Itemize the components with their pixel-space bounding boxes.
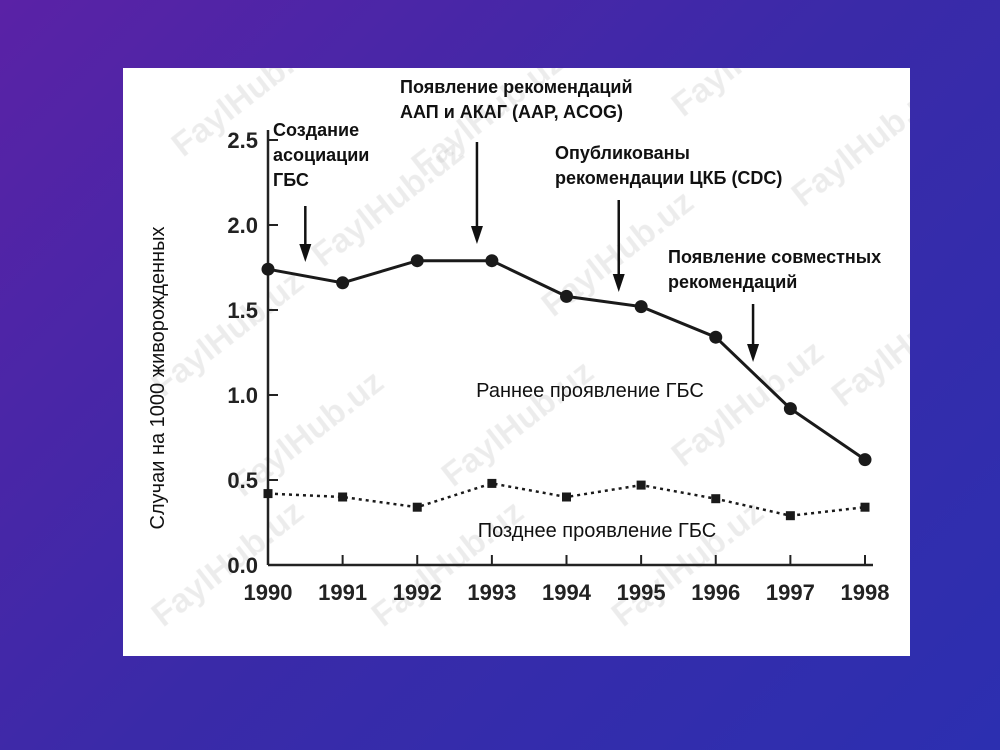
watermark-text: FaylHub.uz: [365, 493, 531, 635]
annotation-arrow-head: [471, 226, 483, 244]
data-point-late: [264, 489, 273, 498]
y-tick-label: 2.5: [227, 128, 258, 153]
watermark-text: FaylHub.uz: [665, 333, 831, 475]
data-point-late: [861, 503, 870, 512]
watermark-text: FaylHub.uz: [825, 273, 910, 415]
y-tick-label: 0.0: [227, 553, 258, 578]
annotation-text: Появление совместных: [668, 247, 881, 267]
series-label-late: Позднее проявление ГБС: [478, 520, 716, 542]
x-tick-label: 1991: [318, 580, 367, 605]
watermark-text: FaylHub.uz: [605, 493, 771, 635]
watermark-text: FaylHub.uz: [435, 353, 601, 495]
data-point-early: [560, 290, 573, 303]
watermark-text: FaylHub.uz: [665, 68, 831, 124]
annotation-text: асоциации: [273, 145, 369, 165]
annotation-arrow-head: [747, 344, 759, 362]
annotation-text: рекомендации ЦКБ (CDC): [555, 168, 782, 188]
annotation-text: ААП и АКАГ (AAP, ACOG): [400, 102, 623, 122]
data-point-early: [262, 263, 275, 276]
annotation-arrow-head: [299, 244, 311, 262]
data-point-late: [711, 494, 720, 503]
annotation-text: ГБС: [273, 170, 309, 190]
data-point-late: [487, 479, 496, 488]
y-tick-label: 1.0: [227, 383, 258, 408]
annotation-text: Опубликованы: [555, 143, 690, 163]
data-point-early: [784, 402, 797, 415]
data-point-early: [635, 300, 648, 313]
data-point-late: [562, 493, 571, 502]
x-tick-label: 1993: [467, 580, 516, 605]
data-point-late: [413, 503, 422, 512]
watermark-layer: FaylHub.uz FaylHub.uzFaylHub.uzFaylHub.uz…: [145, 68, 910, 634]
data-point-late: [786, 511, 795, 520]
data-point-late: [637, 481, 646, 490]
data-point-early: [485, 254, 498, 267]
data-point-early: [411, 254, 424, 267]
x-tick-label: 1990: [244, 580, 293, 605]
annotation-arrow-head: [613, 274, 625, 292]
x-tick-label: 1997: [766, 580, 815, 605]
data-point-early: [709, 331, 722, 344]
annotation-text: Появление рекомендаций: [400, 77, 633, 97]
y-tick-label: 2.0: [227, 213, 258, 238]
chart: FaylHub.uz FaylHub.uzFaylHub.uzFaylHub.uz…: [123, 68, 910, 656]
data-point-early: [336, 276, 349, 289]
y-tick-label: 0.5: [227, 468, 258, 493]
chart-panel: FaylHub.uz FaylHub.uz FaylHub.uz FaylHub.uz…: [123, 68, 910, 656]
data-point-early: [859, 453, 872, 466]
x-tick-label: 1998: [841, 580, 890, 605]
annotation-text: Создание: [273, 120, 359, 140]
data-point-late: [338, 493, 347, 502]
watermark-text: FaylHub.uz: [785, 73, 910, 215]
x-tick-label: 1995: [617, 580, 666, 605]
x-tick-label: 1992: [393, 580, 442, 605]
annotation-text: рекомендаций: [668, 272, 797, 292]
x-tick-label: 1996: [691, 580, 740, 605]
y-axis-label: Случаи на 1000 живорожденных: [147, 227, 169, 530]
y-tick-label: 1.5: [227, 298, 258, 323]
x-tick-label: 1994: [542, 580, 592, 605]
series-label-early: Раннее проявление ГБС: [476, 380, 704, 402]
